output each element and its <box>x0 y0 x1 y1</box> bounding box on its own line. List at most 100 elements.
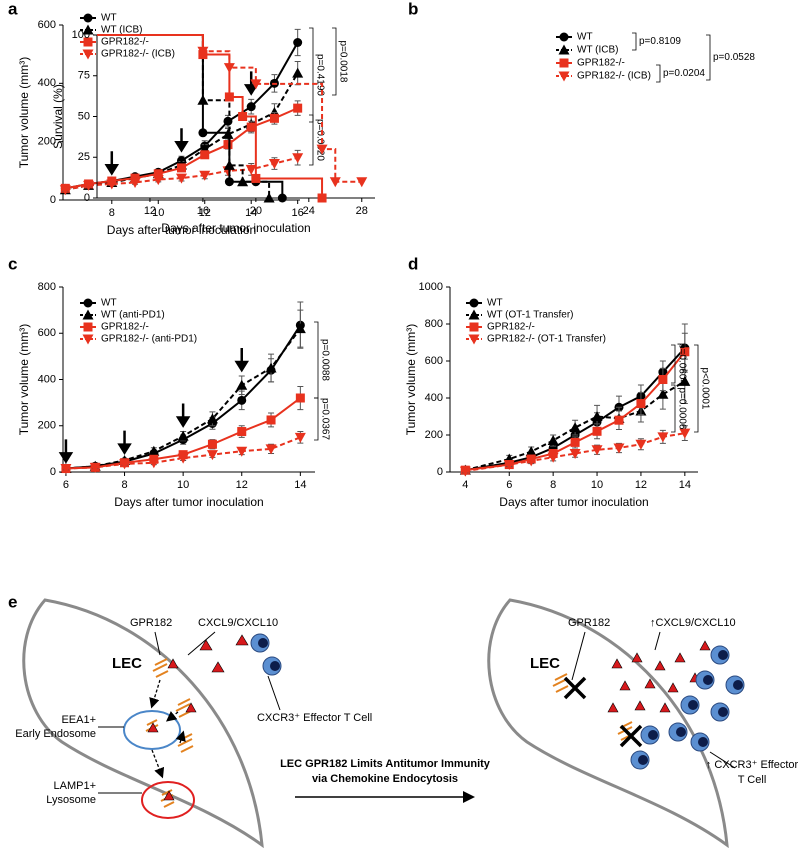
marker <box>293 103 303 113</box>
x-tick-label: 8 <box>109 207 115 219</box>
t-cells <box>630 645 745 770</box>
marker <box>317 193 327 203</box>
lysosome-label: Lysosome <box>46 794 96 806</box>
diagram: e LEC GPR182 CXCL9/CXCL10 CXCR3⁺ Effecto… <box>8 592 799 848</box>
marker <box>295 393 305 403</box>
y-tick-label: 0 <box>50 194 56 206</box>
marker <box>223 116 233 126</box>
marker <box>657 432 669 443</box>
marker <box>294 432 306 443</box>
marker <box>222 128 234 139</box>
marker <box>679 428 691 439</box>
bracket <box>332 27 337 96</box>
legend-label: WT (ICB) <box>577 45 618 56</box>
marker <box>251 173 261 183</box>
marker <box>177 430 189 441</box>
x-axis-label: Days after tumor inoculation <box>161 221 310 235</box>
p-value: p=0.0006 <box>676 388 687 430</box>
x-tick-label: 12 <box>199 207 211 219</box>
legend-label: WT (anti-PD1) <box>101 310 165 321</box>
marker <box>250 79 262 90</box>
legend-marker <box>83 37 93 47</box>
arrow <box>234 348 249 373</box>
legend-marker <box>82 49 94 60</box>
x-tick-label: 10 <box>177 479 189 491</box>
marker <box>265 444 277 455</box>
legend-label: WT (ICB) <box>101 25 142 36</box>
arrow <box>58 439 74 464</box>
tcell-label: ↑ CXCR3⁺ Effector <box>706 759 799 771</box>
panel-label: d <box>408 254 418 273</box>
marker <box>657 388 669 399</box>
cell-label: LEC <box>530 655 560 672</box>
marker <box>59 185 71 196</box>
x-tick-label: 10 <box>152 207 164 219</box>
marker <box>207 439 217 449</box>
marker <box>236 446 248 457</box>
x-axis-label: Days after tumor inoculation <box>107 223 256 237</box>
pointer <box>654 631 661 651</box>
p-value: p=0.4190 <box>314 54 325 96</box>
marker <box>246 122 256 132</box>
legend-label: GPR182-/- (anti-PD1) <box>101 334 197 345</box>
y-tick-label: 50 <box>78 110 90 122</box>
marker <box>459 466 471 477</box>
chemokine-label: ↑CXCL9/CXCL10 <box>650 617 736 629</box>
bracket <box>309 27 314 123</box>
marker <box>329 177 341 188</box>
chemokines <box>607 640 711 713</box>
y-axis-label: Tumor volume (mm³) <box>404 324 418 436</box>
legend-marker <box>83 298 93 308</box>
legend-label: WT <box>101 298 117 309</box>
tcell-label: T Cell <box>738 774 767 786</box>
y-tick-label: 100 <box>72 29 90 41</box>
legend-marker <box>468 334 480 345</box>
x-tick-label: 20 <box>250 205 262 217</box>
pointer <box>154 631 161 656</box>
legend-marker <box>82 334 94 345</box>
legend-marker <box>83 13 93 23</box>
receptor-label: GPR182 <box>568 617 610 629</box>
x-tick-label: 10 <box>591 479 603 491</box>
marker <box>83 180 95 191</box>
legend-label: GPR182-/- (ICB) <box>577 71 651 82</box>
marker <box>129 178 141 188</box>
marker <box>176 173 187 184</box>
series-line <box>65 72 299 191</box>
marker <box>246 102 256 112</box>
bracket <box>706 34 711 81</box>
series-line <box>65 328 302 470</box>
marker <box>198 128 208 138</box>
pointer <box>571 631 586 681</box>
y-tick-label: 0 <box>84 192 90 204</box>
bracket <box>694 344 699 433</box>
y-tick-label: 400 <box>425 392 443 404</box>
arrow <box>243 71 259 96</box>
marker <box>547 435 559 446</box>
marker <box>265 362 277 373</box>
internalized-chemokines <box>147 702 197 801</box>
marker <box>503 460 515 471</box>
marker <box>223 140 233 150</box>
legend-marker <box>558 71 570 82</box>
y-tick-label: 75 <box>78 70 90 82</box>
y-tick-label: 25 <box>78 151 90 163</box>
marker <box>224 92 234 102</box>
chemokines <box>167 634 249 673</box>
marker <box>292 153 304 164</box>
receptor-label: GPR182 <box>130 617 172 629</box>
bracket <box>314 321 319 399</box>
marker <box>614 415 624 425</box>
legend-label: GPR182-/- <box>487 322 535 333</box>
marker <box>316 144 328 155</box>
marker <box>245 164 257 175</box>
x-tick-label: 16 <box>197 205 209 217</box>
legend-marker <box>469 322 479 332</box>
series-line <box>65 436 301 470</box>
legend-marker <box>83 322 93 332</box>
marker <box>148 445 160 456</box>
y-tick-label: 0 <box>50 466 56 478</box>
x-tick-label: 12 <box>635 479 647 491</box>
y-tick-label: 0 <box>437 466 443 478</box>
marker <box>197 94 209 105</box>
